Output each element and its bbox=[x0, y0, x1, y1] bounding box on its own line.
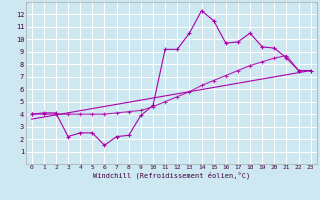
X-axis label: Windchill (Refroidissement éolien,°C): Windchill (Refroidissement éolien,°C) bbox=[92, 172, 250, 179]
